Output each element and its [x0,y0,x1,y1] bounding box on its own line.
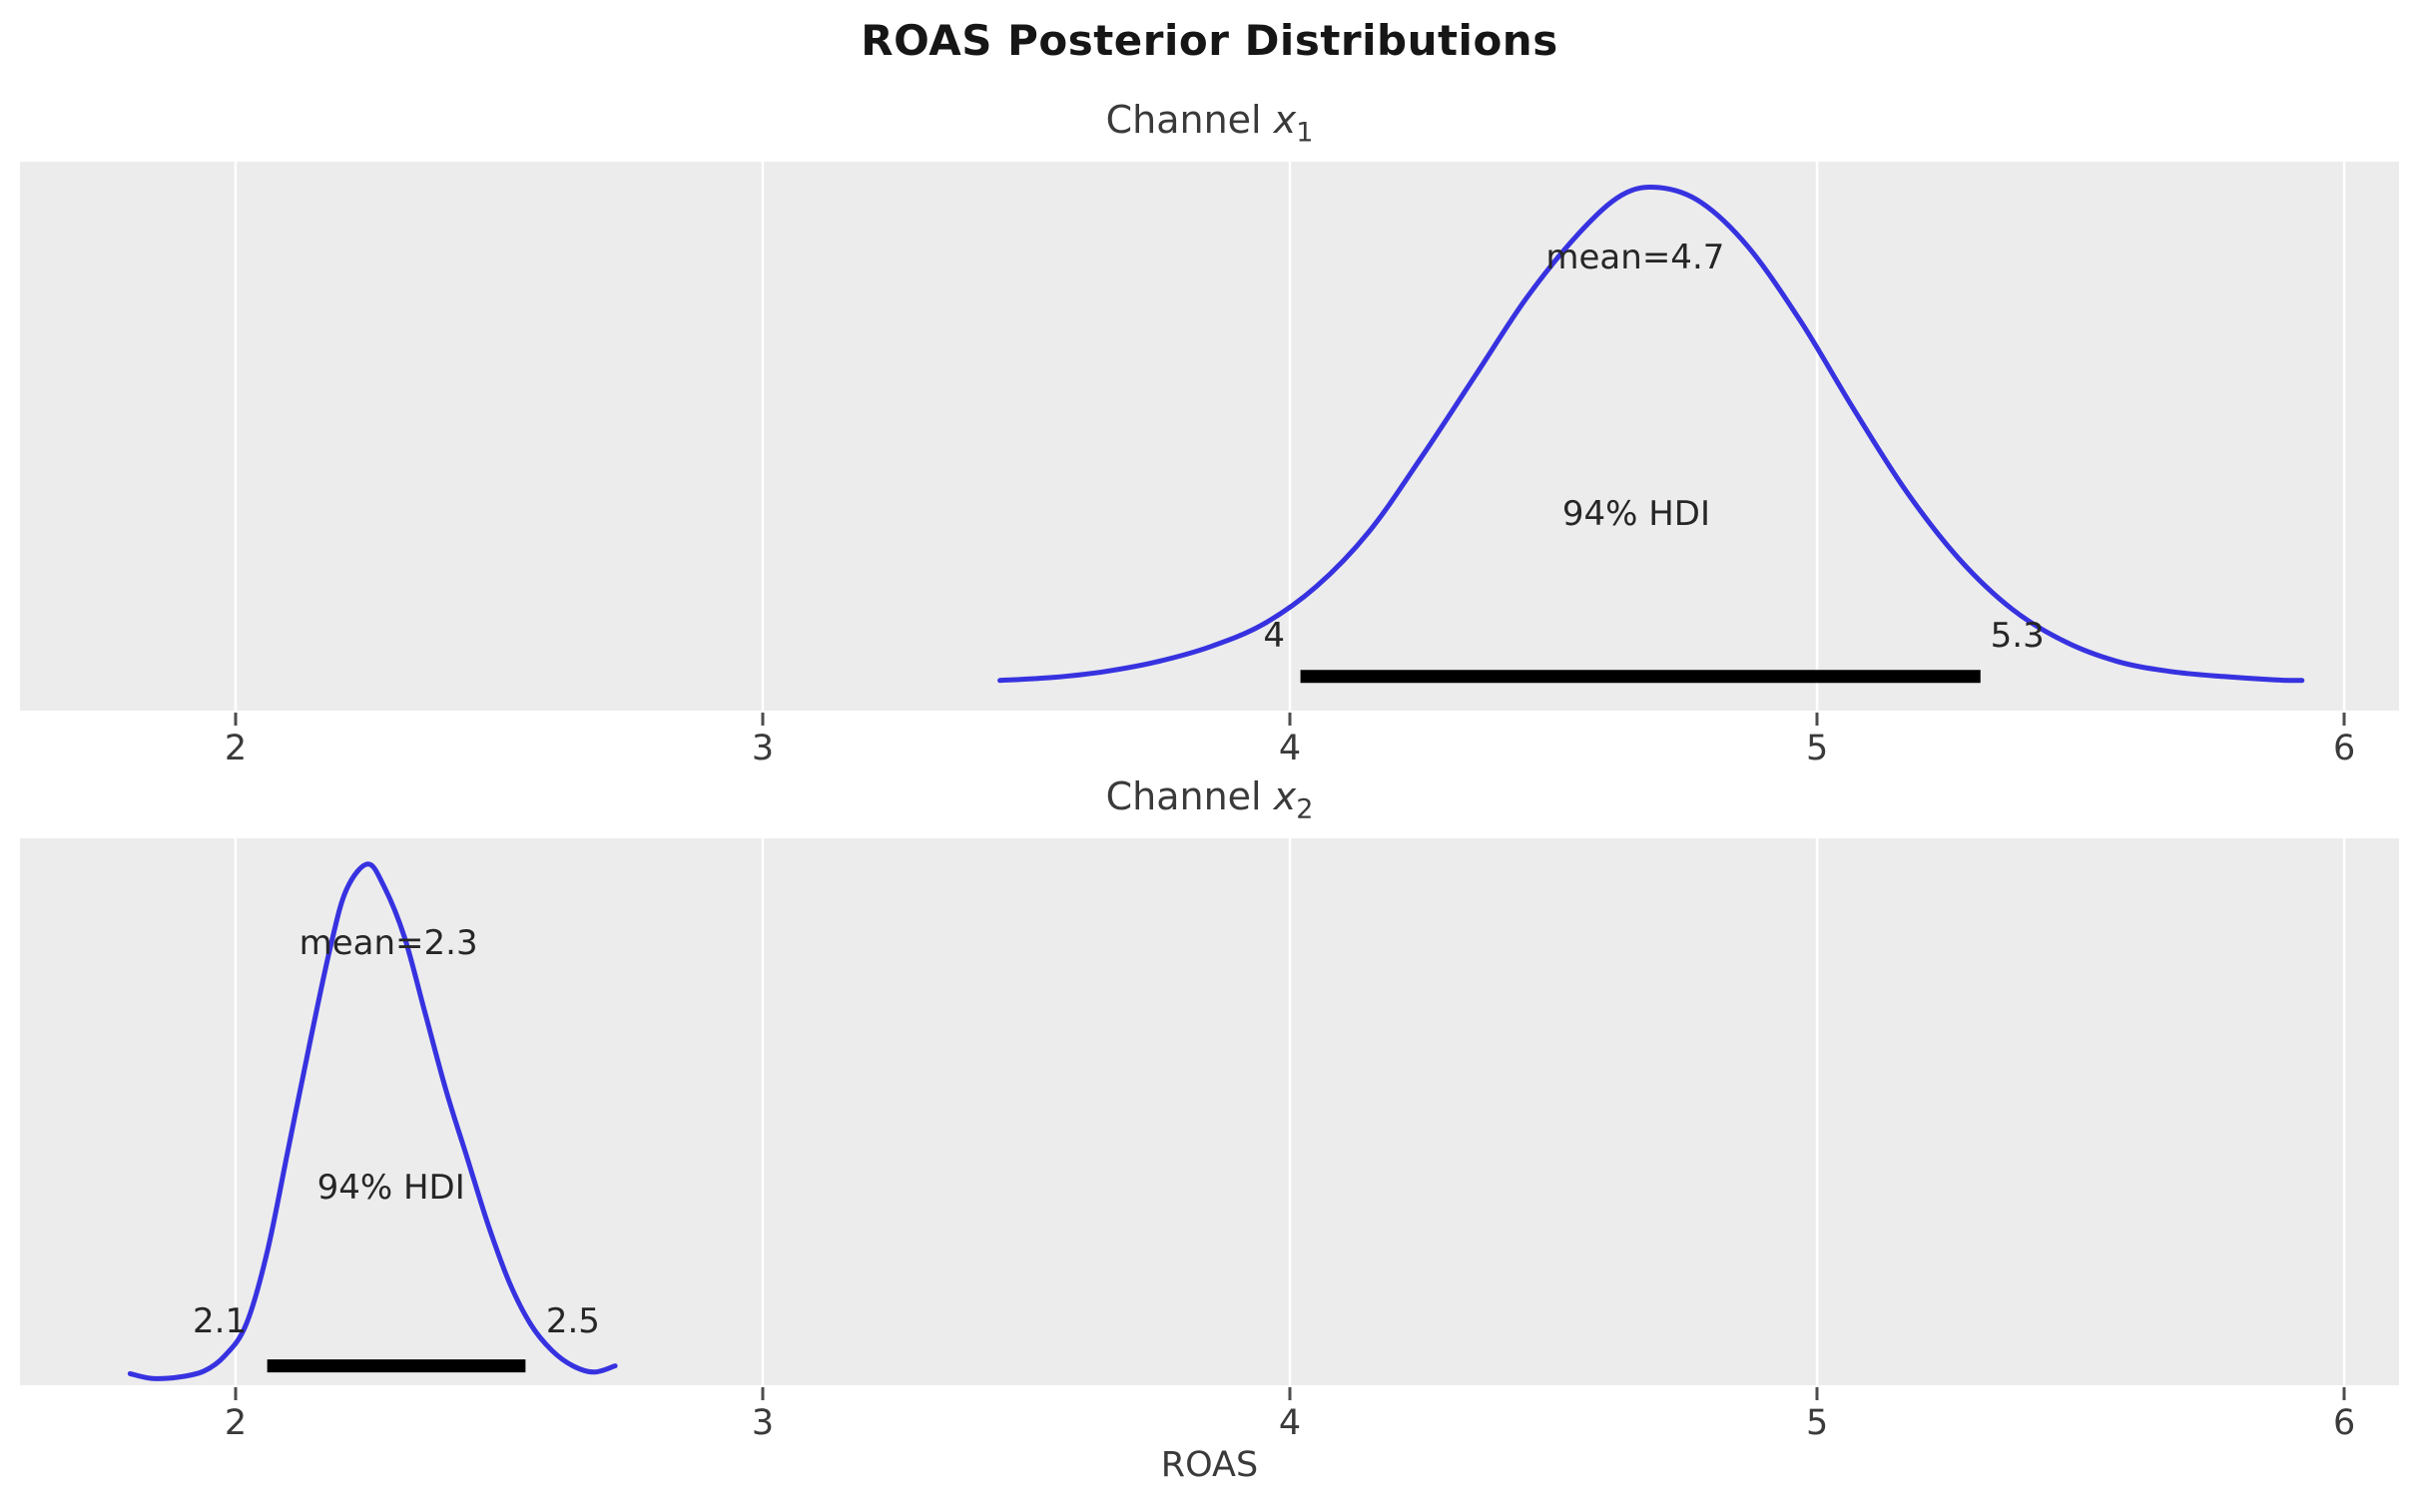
x-axis-label: ROAS [1160,1445,1259,1485]
posterior-density-curve [127,861,618,1381]
subplot-title-channel-x1: Channel x1 [20,98,2399,149]
subplot-title-variable: x [1273,774,1297,818]
x-axis-ticks-bottom: 2 3 4 5 6 [0,1385,2419,1455]
x-tick-label: 4 [1278,729,1302,768]
x-tick-mark [761,1387,765,1400]
x-tick-label: 3 [751,729,775,768]
x-tick-label: 2 [224,729,248,768]
x-tick-mark [1288,713,1292,726]
x-tick-label: 3 [751,1403,775,1443]
plot-area-channel-x1: mean=4.7 94% HDI 4 5.3 [20,162,2399,711]
figure-title: ROAS Posterior Distributions [861,16,1558,65]
density-plot-canvas-x2 [127,838,2346,1385]
x-tick-label: 6 [2332,729,2356,768]
subplot-title-text: Channel [1105,774,1274,818]
subplot-title-variable: x [1273,98,1297,142]
subplot-title-subscript: 1 [1296,117,1314,149]
x-tick-mark [1815,713,1819,726]
x-tick-mark [234,713,238,726]
x-tick-mark [234,1387,238,1400]
x-tick-mark [2342,1387,2346,1400]
x-tick-label: 2 [224,1403,248,1443]
plot-area-channel-x2: mean=2.3 94% HDI 2.1 2.5 [20,838,2399,1385]
subplot-title-text: Channel [1105,98,1274,142]
x-tick-mark [1288,1387,1292,1400]
subplot-title-subscript: 2 [1296,793,1314,825]
x-tick-label: 6 [2332,1403,2356,1443]
x-tick-mark [761,713,765,726]
x-axis-ticks-top: 2 3 4 5 6 [0,711,2419,780]
subplot-title-channel-x2: Channel x2 [20,774,2399,825]
x-tick-label: 5 [1805,1403,1829,1443]
x-tick-label: 5 [1805,729,1829,768]
x-tick-mark [1815,1387,1819,1400]
density-plot-canvas-x1 [234,162,2346,711]
x-tick-label: 4 [1278,1403,1302,1443]
x-tick-mark [2342,713,2346,726]
posterior-density-curve [997,184,2305,684]
